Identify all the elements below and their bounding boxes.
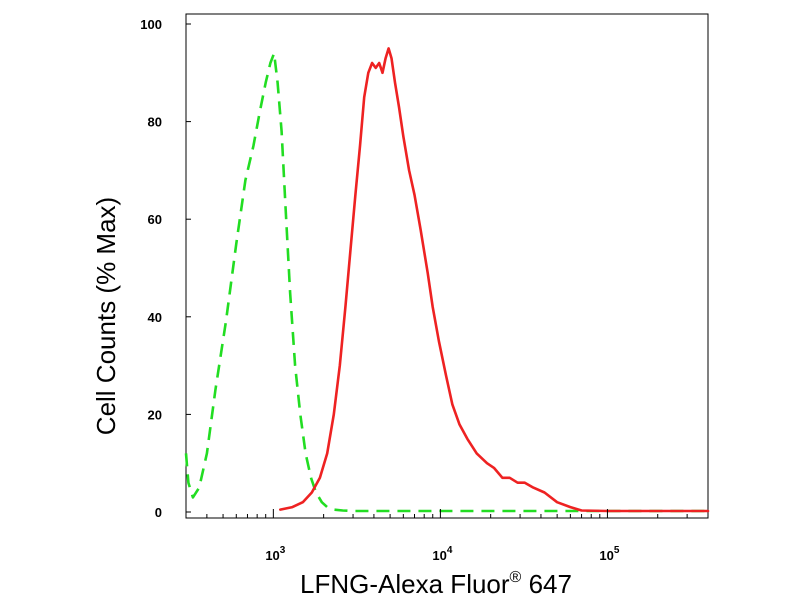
y-tick-label: 40 — [148, 310, 162, 325]
x-tick-base: 10 — [432, 548, 446, 563]
y-axis-ticks: 0 20 40 60 80 100 — [140, 17, 191, 520]
x-tick-exp: 5 — [614, 545, 620, 556]
x-tick-label: 105 — [599, 545, 619, 563]
x-axis-title: LFNG-Alexa Fluor® 647 — [300, 569, 572, 599]
x-tick-label: 104 — [432, 545, 452, 563]
x-tick-exp: 3 — [280, 545, 286, 556]
y-tick-label: 0 — [155, 505, 162, 520]
series-1-curve — [278, 47, 710, 513]
y-axis-title: Cell Counts (% Max) — [91, 197, 121, 435]
x-tick-exp: 4 — [447, 545, 453, 556]
x-tick-base: 10 — [599, 548, 613, 563]
y-tick-label: 80 — [148, 115, 162, 130]
x-axis-title-registered-mark: ® — [510, 569, 522, 586]
x-tick-label: 103 — [265, 545, 285, 563]
series-0-curve — [184, 51, 708, 513]
plot-area — [185, 13, 709, 519]
y-tick-label: 20 — [148, 407, 162, 422]
plot-frame — [185, 13, 709, 519]
x-tick-base: 10 — [265, 548, 279, 563]
series-layer — [184, 47, 710, 513]
y-tick-label: 100 — [140, 17, 162, 32]
x-axis-title-suffix: 647 — [521, 569, 572, 599]
y-tick-label: 60 — [148, 212, 162, 227]
x-axis-ticks: 103 104 105 — [185, 509, 709, 563]
x-axis-title-main: LFNG-Alexa Fluor — [300, 569, 510, 599]
